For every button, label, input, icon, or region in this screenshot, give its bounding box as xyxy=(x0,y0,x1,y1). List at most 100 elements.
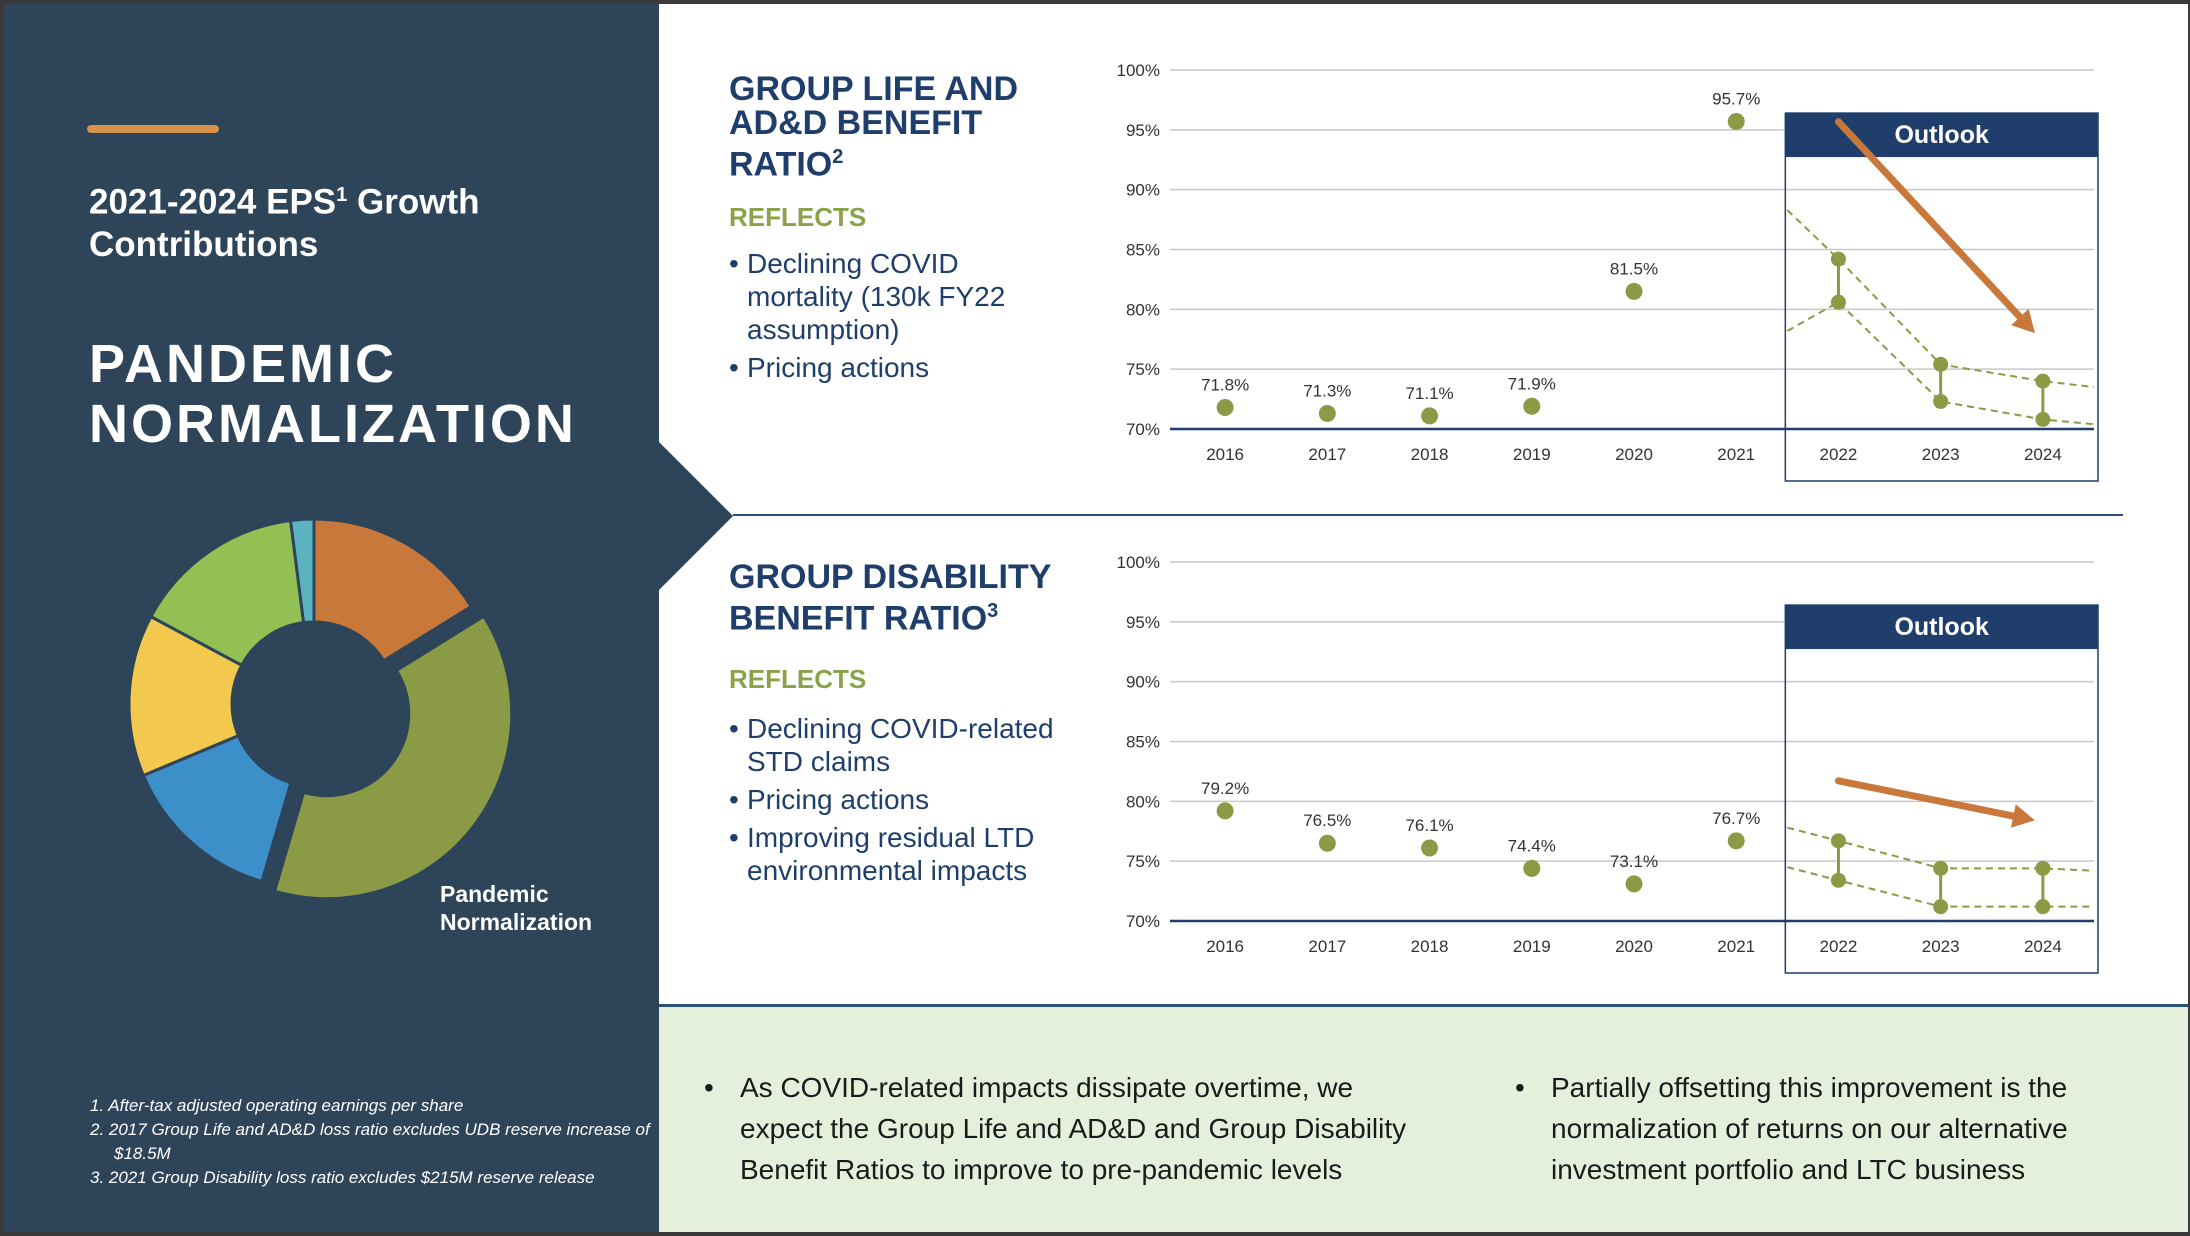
slide: 2021-2024 EPS1 Growth Contributions PAND… xyxy=(4,4,2188,1232)
data-point xyxy=(1727,112,1745,130)
x-tick-label: 2016 xyxy=(1206,937,1244,956)
list-item: Declining COVID-related STD claims xyxy=(729,712,1089,778)
y-tick-label: 80% xyxy=(1126,792,1160,811)
data-point xyxy=(1523,859,1541,877)
outlook-high-point xyxy=(1830,833,1846,849)
donut-label: Pandemic Normalization xyxy=(440,881,593,935)
life-reflects-heading: REFLECTS xyxy=(729,202,867,232)
x-tick-label: 2024 xyxy=(2024,445,2062,464)
life-benefit-ratio-chart: 70% 75% 80% 85% 90% 95% 100% Outlook 2016 2017 201… xyxy=(1117,61,2099,482)
donut-segment-pandemic xyxy=(272,614,514,901)
disability-reflects-heading: REFLECTS xyxy=(729,664,867,694)
data-label: 74.4% xyxy=(1508,836,1556,855)
footnotes: 1. After-tax adjusted operating earnings… xyxy=(90,1094,650,1190)
y-tick-label: 75% xyxy=(1126,360,1160,379)
subtitle: 2021-2024 EPS1 Growth Contributions xyxy=(89,182,480,264)
y-tick-label: 85% xyxy=(1126,733,1160,752)
x-tick-label: 2021 xyxy=(1717,937,1755,956)
disability-section-title: GROUP DISABILITY BENEFIT RATIO3 xyxy=(729,558,1051,638)
outlook-header xyxy=(1785,605,2098,650)
y-tick-label: 90% xyxy=(1126,673,1160,692)
headline: PANDEMIC NORMALIZATION xyxy=(89,334,577,454)
data-point xyxy=(1727,832,1745,850)
data-label: 73.1% xyxy=(1610,852,1658,871)
trend-arrow xyxy=(1834,118,2024,321)
y-tick-label: 70% xyxy=(1126,420,1160,439)
donut-segment xyxy=(148,518,306,668)
data-label: 71.3% xyxy=(1303,381,1351,400)
data-point xyxy=(1216,802,1234,820)
data-label: 76.5% xyxy=(1303,811,1351,830)
x-tick-label: 2019 xyxy=(1513,445,1551,464)
y-tick-label: 100% xyxy=(1117,553,1160,572)
life-bullets: Declining COVID mortality (130k FY22 ass… xyxy=(729,247,1049,389)
outlook-box xyxy=(1784,112,2099,482)
data-point xyxy=(1625,282,1643,300)
data-point xyxy=(1216,398,1234,416)
x-tick-label: 2020 xyxy=(1615,937,1653,956)
data-point xyxy=(1523,397,1541,415)
y-tick-label: 85% xyxy=(1126,241,1160,260)
list-item: Pricing actions xyxy=(729,783,1089,816)
x-tick-label: 2016 xyxy=(1206,445,1244,464)
x-tick-label: 2023 xyxy=(1922,937,1960,956)
donut-segment xyxy=(127,614,244,778)
list-item: Pricing actions xyxy=(729,351,1049,384)
y-tick-label: 80% xyxy=(1126,300,1160,319)
left-panel: 2021-2024 EPS1 Growth Contributions PAND… xyxy=(4,4,659,1232)
life-section-title: GROUP LIFE AND AD&D BENEFIT RATIO2 xyxy=(729,70,1019,184)
data-point xyxy=(1625,875,1643,893)
section-divider xyxy=(733,514,2123,516)
y-tick-label: 95% xyxy=(1126,121,1160,140)
outlook-high-point xyxy=(1830,251,1846,267)
donut-segment xyxy=(288,517,316,625)
footnote-ref-1: 1 xyxy=(336,184,348,206)
x-tick-label: 2018 xyxy=(1411,937,1449,956)
data-label: 95.7% xyxy=(1712,89,1760,108)
outlook-low-point xyxy=(1933,393,1949,409)
summary-right: • Partially offsetting this improvement i… xyxy=(1515,1072,2068,1185)
x-tick-label: 2017 xyxy=(1308,937,1346,956)
y-tick-label: 70% xyxy=(1126,912,1160,931)
list-item: Declining COVID mortality (130k FY22 ass… xyxy=(729,247,1049,346)
disability-bullets: Declining COVID-related STD claims Prici… xyxy=(729,712,1089,892)
trend-arrow xyxy=(1834,777,2017,820)
x-tick-label: 2020 xyxy=(1615,445,1653,464)
outlook-low-point xyxy=(1830,872,1846,888)
outlook-low-point xyxy=(1830,294,1846,310)
x-tick-label: 2018 xyxy=(1411,445,1449,464)
donut-chart xyxy=(127,517,514,901)
x-tick-label: 2019 xyxy=(1513,937,1551,956)
data-label: 76.7% xyxy=(1712,809,1760,828)
outlook-high-point xyxy=(2035,860,2051,876)
outlook-low-point xyxy=(2035,411,2051,427)
x-tick-label: 2017 xyxy=(1308,445,1346,464)
outlook-low-point xyxy=(2035,899,2051,915)
trend-arrow-head xyxy=(2010,804,2035,828)
outlook-label: Outlook xyxy=(1894,613,1989,641)
data-point xyxy=(1318,834,1336,852)
outlook-low-point xyxy=(1933,899,1949,915)
footnote: 3. 2021 Group Disability loss ratio excl… xyxy=(90,1168,595,1187)
outlook-band xyxy=(1786,300,2095,426)
donut-segment xyxy=(312,517,474,663)
list-item: Improving residual LTD environmental imp… xyxy=(729,821,1089,887)
accent-bar xyxy=(87,125,219,133)
summary-panel: • As COVID-related impacts dissipate over… xyxy=(659,1004,2188,1232)
y-tick-label: 75% xyxy=(1126,852,1160,871)
data-point xyxy=(1318,404,1336,422)
data-label: 71.8% xyxy=(1201,375,1249,394)
x-tick-label: 2024 xyxy=(2024,937,2062,956)
y-tick-label: 90% xyxy=(1126,181,1160,200)
data-label: 81.5% xyxy=(1610,259,1658,278)
pointer-notch xyxy=(659,442,733,590)
outlook-high-point xyxy=(1933,356,1949,372)
x-tick-label: 2021 xyxy=(1717,445,1755,464)
data-label: 76.1% xyxy=(1405,816,1453,835)
disability-benefit-ratio-chart: 70% 75% 80% 85% 90% 95% 100% Outlook 2016 2017 201… xyxy=(1117,553,2099,974)
y-tick-label: 95% xyxy=(1126,613,1160,632)
outlook-label: Outlook xyxy=(1894,121,1989,149)
outlook-box xyxy=(1784,604,2099,974)
data-label: 71.9% xyxy=(1508,374,1556,393)
y-tick-label: 100% xyxy=(1117,61,1160,80)
